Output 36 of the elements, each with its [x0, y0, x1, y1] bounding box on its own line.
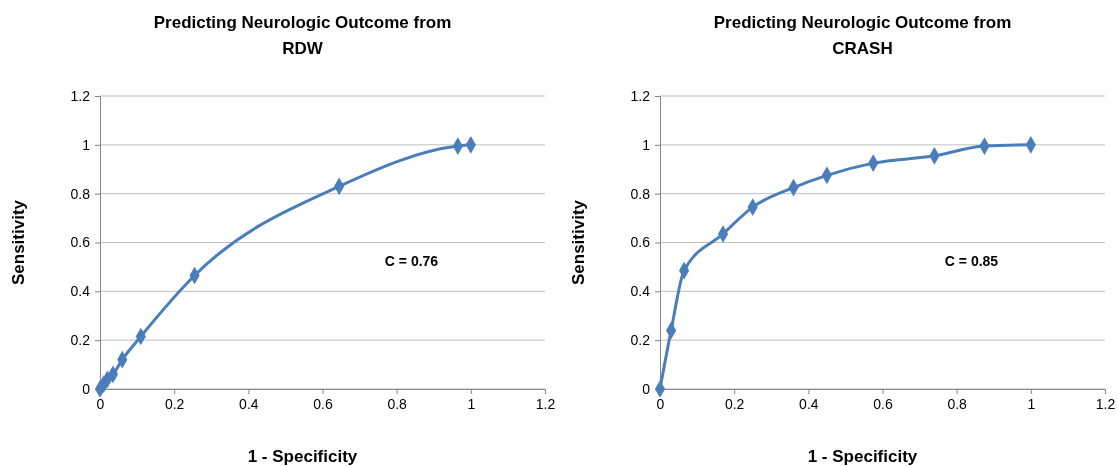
y-tick-label: 0: [82, 380, 91, 397]
x-tick-label: 0.8: [387, 395, 408, 412]
y-tick-label: 1.2: [70, 87, 91, 104]
y-tick-label: 0.4: [70, 283, 91, 300]
y-tick-label: 0.2: [70, 332, 91, 349]
annotation: C = 0.85: [944, 252, 999, 269]
y-axis-title: Sensitivity: [9, 199, 28, 286]
x-tick-label: 0.2: [724, 395, 745, 412]
x-tick-label: 0: [96, 395, 105, 412]
x-axis-title: 1 - Specificity: [247, 447, 358, 466]
y-tick-label: 0.2: [630, 332, 651, 349]
x-tick-label: 0.8: [947, 395, 968, 412]
x-tick-label: 1: [1027, 395, 1036, 412]
y-tick-label: 0.8: [630, 185, 651, 202]
x-tick-label: 1.2: [535, 395, 556, 412]
chart-title: Predicting Neurologic Outcome from RDW: [153, 13, 452, 58]
y-tick-label: 0.4: [630, 283, 651, 300]
x-tick-label: 1.2: [1095, 395, 1116, 412]
y-tick-label: 0.8: [70, 185, 91, 202]
y-tick-label: 1.2: [630, 87, 651, 104]
chart-title: Predicting Neurologic Outcome from CRASH: [713, 13, 1012, 58]
x-tick-label: 0.6: [873, 395, 893, 412]
y-tick-label: 1: [642, 136, 651, 153]
annotation: C = 0.76: [384, 252, 439, 269]
y-tick-label: 0.6: [70, 234, 91, 251]
x-tick-label: 0.4: [799, 395, 819, 412]
x-tick-label: 0.2: [164, 395, 185, 412]
y-tick-label: 0: [642, 380, 651, 397]
x-tick-label: 0.4: [239, 395, 259, 412]
y-tick-label: 1: [82, 136, 91, 153]
x-tick-label: 0.6: [313, 395, 333, 412]
x-tick-label: 1: [467, 395, 476, 412]
y-axis-title: Sensitivity: [569, 199, 588, 286]
x-axis-title: 1 - Specificity: [807, 447, 918, 466]
x-tick-label: 0: [656, 395, 665, 412]
y-tick-label: 0.6: [630, 234, 651, 251]
